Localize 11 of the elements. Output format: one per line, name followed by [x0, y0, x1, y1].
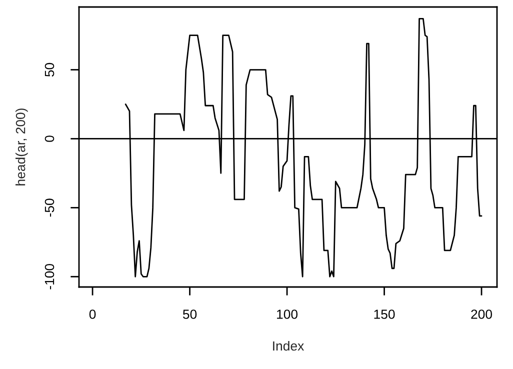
y-tick-label: -50	[44, 198, 54, 217]
y-tick-label: 0	[44, 136, 54, 142]
y-tick-label: -100	[44, 264, 54, 290]
x-tick-label: 200	[471, 310, 492, 319]
x-tick-label: 0	[89, 310, 96, 319]
y-tick-label: 50	[44, 62, 54, 77]
x-axis-title: Index	[273, 340, 304, 351]
y-axis-title: head(ar, 200)	[16, 108, 28, 186]
x-tick-label: 150	[374, 310, 395, 319]
x-tick-label: 100	[277, 310, 298, 319]
x-tick-label: 50	[182, 310, 197, 319]
